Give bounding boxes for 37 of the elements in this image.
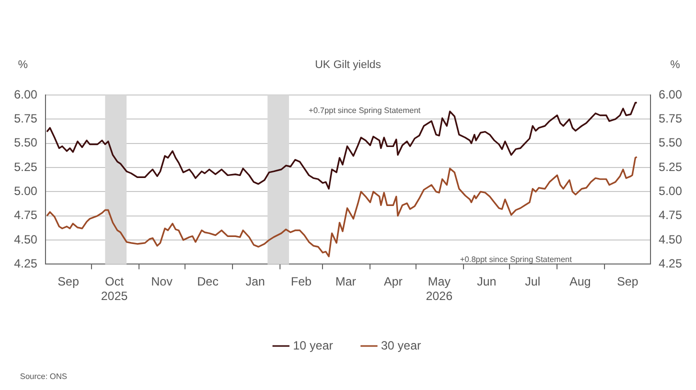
y2-tick-label: 5.50 xyxy=(658,136,682,150)
annotation: +0.8ppt since Spring Statement xyxy=(460,255,573,264)
y-tick-label: 5.25 xyxy=(14,160,38,174)
x-tick-label: Dec xyxy=(197,274,218,289)
legend-label: 30 year xyxy=(381,338,422,352)
y-tick-label: 4.50 xyxy=(14,232,38,246)
x-tick-label: Mar xyxy=(335,274,356,289)
y2-tick-label: 6.00 xyxy=(658,87,682,102)
y-axis-title: % xyxy=(18,59,28,72)
y-tick-label: 5.75 xyxy=(14,111,38,126)
x-tick-label: Feb xyxy=(290,274,312,289)
y-tick-label: 5.50 xyxy=(14,136,38,150)
x-tick-label: Aug xyxy=(569,274,591,289)
x-tick-label: Jun xyxy=(477,274,496,289)
y2-tick-label: 4.25 xyxy=(658,256,682,271)
y-tick-label: 5.00 xyxy=(14,184,38,198)
x-tick-label: Jan xyxy=(246,274,265,289)
chart-title: UK Gilt yields xyxy=(314,59,382,72)
annotation: +0.7ppt since Spring Statement xyxy=(308,106,422,116)
y2-tick-label: 4.75 xyxy=(658,208,682,222)
y2-axis-title: % xyxy=(670,59,680,72)
x-tick-label: May 2026 xyxy=(426,274,453,304)
y2-tick-label: 5.25 xyxy=(658,160,682,174)
y-tick-label: 6.00 xyxy=(14,87,38,102)
legend-label: 10 year xyxy=(292,338,334,352)
x-tick-label: Jul xyxy=(524,274,540,289)
y2-tick-label: 5.00 xyxy=(658,184,682,198)
y-tick-label: 4.75 xyxy=(14,208,38,222)
y2-tick-label: 5.75 xyxy=(658,111,682,126)
x-tick-label: Apr xyxy=(384,274,403,289)
x-tick-label: Sep xyxy=(58,274,80,289)
source-note: Source: ONS xyxy=(20,372,68,382)
x-tick-label: Oct 2025 xyxy=(100,274,128,304)
x-tick-label: Nov xyxy=(151,274,172,289)
y2-tick-label: 4.50 xyxy=(658,232,682,246)
y-tick-label: 4.25 xyxy=(14,256,38,271)
x-tick-label: Sep xyxy=(616,274,639,289)
